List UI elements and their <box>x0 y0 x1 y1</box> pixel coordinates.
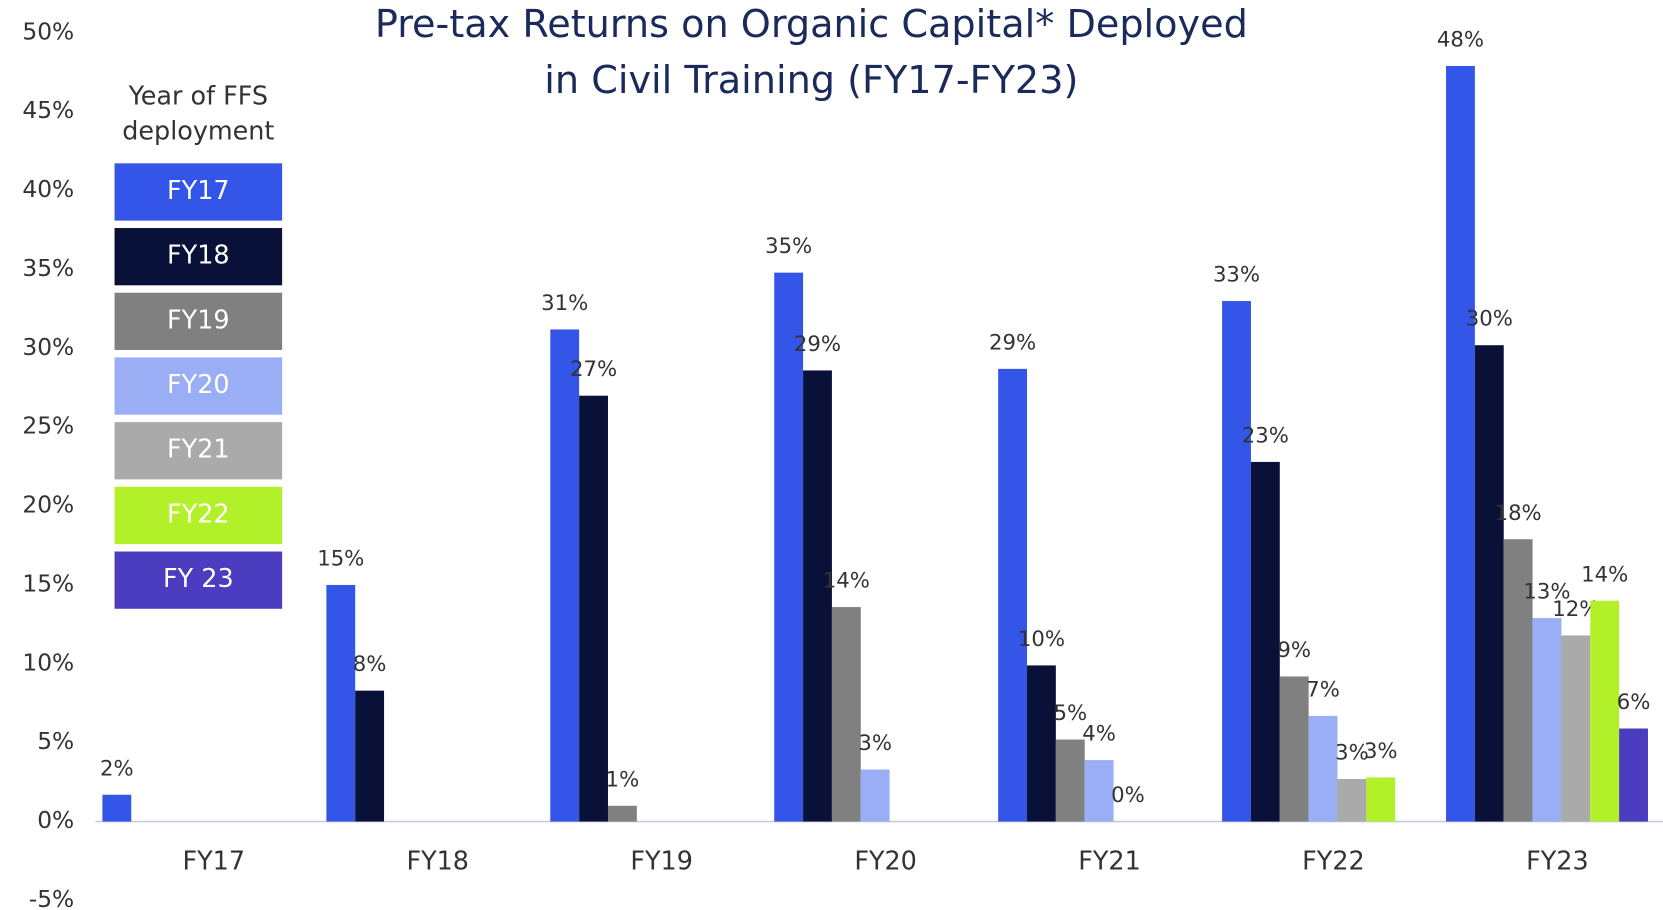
legend-label: FY20 <box>167 370 230 400</box>
bar <box>860 769 890 822</box>
value-label: 15% <box>317 547 364 572</box>
bar <box>1222 301 1251 822</box>
bar <box>774 272 804 822</box>
x-tick-label: FY23 <box>1526 846 1589 876</box>
y-tick-label: 50% <box>22 17 74 45</box>
bar <box>326 584 356 822</box>
value-label: 18% <box>1495 501 1542 526</box>
value-label: 23% <box>1242 423 1289 448</box>
x-tick-label: FY17 <box>183 846 246 876</box>
y-tick-label: 15% <box>22 569 74 597</box>
bar <box>1446 66 1475 822</box>
value-label: 30% <box>1466 307 1513 332</box>
value-label: 2% <box>100 756 134 781</box>
legend-label: FY17 <box>167 176 230 206</box>
value-label: 3% <box>1364 739 1398 764</box>
value-label: 27% <box>570 357 617 382</box>
y-tick-label: 40% <box>22 175 74 203</box>
value-label: 14% <box>823 569 870 594</box>
x-tick-label: FY21 <box>1078 846 1141 876</box>
value-label: 29% <box>794 332 841 357</box>
legend-label: FY21 <box>167 435 230 465</box>
y-tick-label: 10% <box>22 648 74 676</box>
y-tick-label: 5% <box>37 727 74 755</box>
bar <box>831 607 861 822</box>
y-tick-label: -5% <box>29 885 74 910</box>
bar <box>579 395 608 822</box>
value-label: 3% <box>858 731 892 756</box>
value-label: 31% <box>541 291 588 316</box>
bar <box>1308 715 1338 822</box>
bar <box>803 370 832 822</box>
y-tick-label: 30% <box>22 333 74 361</box>
x-tick-label: FY19 <box>630 846 693 876</box>
legend-label: FY19 <box>167 305 230 335</box>
value-label: 33% <box>1213 263 1260 288</box>
bar <box>1084 760 1114 822</box>
legend-title: Year of FFS <box>128 82 269 112</box>
legend-label: FY 23 <box>163 564 234 594</box>
y-tick-label: 45% <box>22 96 74 124</box>
y-tick-label: 0% <box>37 806 74 834</box>
value-label: 9% <box>1277 638 1311 663</box>
bar <box>1561 635 1591 822</box>
value-label: 5% <box>1053 701 1087 726</box>
y-tick-label: 20% <box>22 491 74 519</box>
value-label: 48% <box>1437 28 1484 53</box>
bar <box>355 690 385 822</box>
value-label: 29% <box>989 330 1036 355</box>
legend-title: deployment <box>122 117 274 147</box>
legend-label: FY18 <box>167 241 230 271</box>
value-label: 3% <box>1335 741 1369 766</box>
legend-swatch <box>114 228 283 286</box>
legend-swatch <box>114 551 283 609</box>
legend-swatch <box>114 357 283 415</box>
bar <box>998 368 1028 822</box>
bar <box>607 805 637 822</box>
y-tick-label: 35% <box>22 254 74 282</box>
value-label: 1% <box>606 767 640 792</box>
bar <box>1590 600 1620 822</box>
bar <box>1532 618 1562 822</box>
bar <box>1503 539 1533 822</box>
value-label: 8% <box>353 652 387 677</box>
legend-swatch <box>114 163 283 221</box>
chart-title: in Civil Training (FY17-FY23) <box>544 59 1078 103</box>
bar <box>1279 676 1309 822</box>
value-label: 10% <box>1018 627 1065 652</box>
bar <box>550 329 580 822</box>
bar <box>1474 345 1504 822</box>
value-label: 13% <box>1523 580 1570 605</box>
value-label: 4% <box>1082 722 1116 747</box>
bar <box>1366 777 1396 822</box>
legend-label: FY22 <box>167 499 230 529</box>
bar <box>1619 728 1648 822</box>
x-tick-label: FY20 <box>854 846 917 876</box>
chart-title: Pre-tax Returns on Organic Capital* Depl… <box>375 3 1248 47</box>
bar <box>1337 778 1367 822</box>
value-label: 6% <box>1617 690 1651 715</box>
legend-swatch <box>114 292 283 351</box>
y-tick-label: 25% <box>22 412 74 440</box>
value-label: 14% <box>1581 562 1628 587</box>
bar <box>1055 739 1085 822</box>
x-tick-label: FY22 <box>1302 846 1365 876</box>
legend-swatch <box>114 422 283 480</box>
bar <box>102 794 132 822</box>
legend-swatch <box>114 486 283 545</box>
value-label: 7% <box>1306 677 1340 702</box>
value-label: 35% <box>765 234 812 259</box>
bar <box>1027 665 1056 822</box>
bar <box>1250 461 1280 822</box>
value-label: 0% <box>1111 783 1145 808</box>
x-tick-label: FY18 <box>406 846 469 876</box>
